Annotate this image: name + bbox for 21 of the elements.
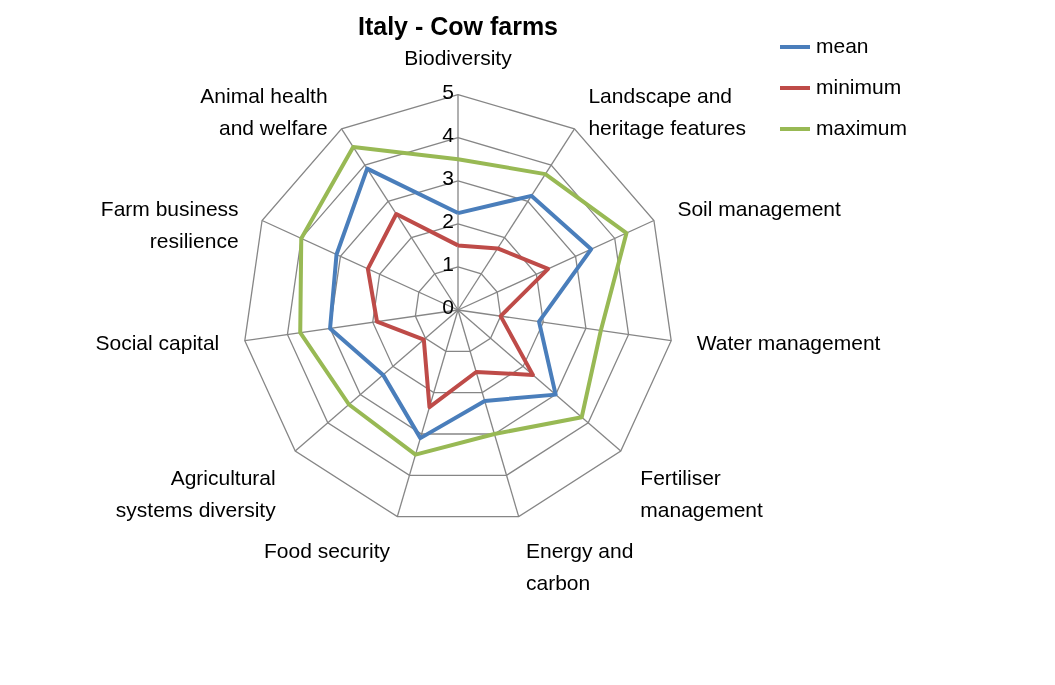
spoke-label: Water management bbox=[696, 331, 881, 355]
y-tick-label: 0 bbox=[442, 295, 454, 318]
spoke-label: Landscape and heritage features bbox=[588, 84, 747, 140]
y-tick-label: 2 bbox=[442, 208, 454, 232]
spoke-label: Soil management bbox=[677, 196, 842, 220]
legend-label: maximum bbox=[816, 116, 908, 139]
spoke-label: Energy and carbon bbox=[525, 539, 634, 595]
legend-label: minimum bbox=[816, 75, 902, 98]
y-tick-label: 3 bbox=[442, 165, 454, 189]
spoke-label: Biodiversity bbox=[404, 45, 513, 69]
y-tick-label: 4 bbox=[442, 122, 455, 146]
spoke-label: Food security bbox=[263, 539, 391, 563]
spoke-label: Agricultural systems diversity bbox=[115, 465, 277, 521]
chart-title: Italy - Cow farms bbox=[357, 12, 559, 40]
spoke-label: Social capital bbox=[95, 331, 220, 355]
y-tick-label: 1 bbox=[442, 251, 454, 275]
spoke-label: Farm business resilience bbox=[100, 196, 239, 252]
legend-label: mean bbox=[816, 34, 869, 57]
y-tick-label: 5 bbox=[442, 79, 454, 103]
spoke-label: Animal health and welfare bbox=[200, 84, 328, 140]
spoke-label: Fertiliser management bbox=[640, 465, 764, 521]
